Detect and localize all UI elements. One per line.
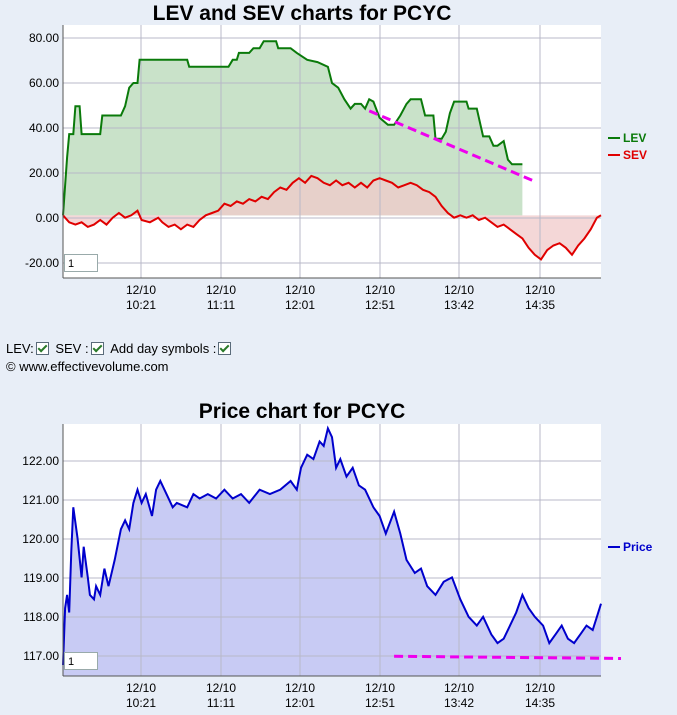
x-tick-label-date: 12/10: [444, 283, 474, 297]
x-tick-label-date: 12/10: [285, 681, 315, 695]
x-tick-label-time: 13:42: [444, 696, 474, 710]
series-line-price: [62, 425, 602, 666]
series-line-sev: [62, 174, 602, 261]
x-tick-label-time: 12:51: [365, 298, 395, 312]
y-tick-label: 117.00: [23, 649, 59, 663]
price-zoom-input[interactable]: 1: [64, 652, 98, 670]
x-tick-label-date: 12/10: [285, 283, 315, 297]
lev-label: LEV:: [6, 341, 34, 357]
lev-checkbox[interactable]: [35, 342, 49, 356]
y-tick-label: -20.00: [25, 256, 59, 270]
x-tick-label-time: 12:01: [285, 298, 315, 312]
x-tick-label-time: 11:11: [207, 696, 236, 710]
y-tick-label: 60.00: [29, 76, 59, 90]
y-tick-label: 119.00: [23, 571, 59, 585]
x-tick-label-date: 12/10: [206, 681, 236, 695]
legend-label-sev: SEV: [623, 148, 647, 162]
x-tick-label-date: 12/10: [444, 681, 474, 695]
copyright-text: © www.effectivevolume.com: [6, 359, 169, 374]
x-tick-label-time: 13:42: [444, 298, 474, 312]
x-tick-label-date: 12/10: [126, 681, 156, 695]
lev-sev-chart: 80.0060.0040.0020.000.00-20.0012/1010:21…: [25, 2, 647, 312]
lev-sev-zoom-input[interactable]: 1: [64, 254, 98, 272]
x-tick-label-date: 12/10: [525, 681, 555, 695]
chart-controls: LEV: SEV : Add day symbols :: [6, 340, 234, 356]
day-symbols-checkbox[interactable]: [218, 342, 232, 356]
x-tick-label-time: 12:01: [285, 696, 315, 710]
y-tick-label: 122.00: [22, 454, 59, 468]
x-tick-label-date: 12/10: [365, 681, 395, 695]
x-tick-label-date: 12/10: [206, 283, 236, 297]
y-tick-label: 120.00: [22, 532, 59, 546]
trendline: [368, 109, 535, 183]
trendline: [394, 654, 622, 660]
x-tick-label-date: 12/10: [525, 283, 555, 297]
legend-label-lev: LEV: [623, 131, 646, 145]
x-tick-label-time: 14:35: [525, 696, 555, 710]
sev-checkbox[interactable]: [90, 342, 104, 356]
x-tick-label-time: 10:21: [126, 696, 156, 710]
chart-title: LEV and SEV charts for PCYC: [153, 2, 452, 25]
x-tick-label-time: 10:21: [126, 298, 156, 312]
y-tick-label: 40.00: [29, 121, 59, 135]
x-tick-label-time: 12:51: [365, 696, 395, 710]
x-tick-label-time: 14:35: [525, 298, 555, 312]
day-symbols-label: Add day symbols :: [110, 341, 217, 357]
series-line-lev: [62, 40, 523, 216]
x-tick-label-date: 12/10: [365, 283, 395, 297]
x-tick-label-date: 12/10: [126, 283, 156, 297]
y-tick-label: 118.00: [23, 610, 59, 624]
legend-label-price: Price: [623, 540, 653, 554]
sev-label: SEV :: [55, 341, 89, 357]
y-tick-label: 80.00: [29, 31, 59, 45]
y-tick-label: 121.00: [22, 493, 59, 507]
y-tick-label: 0.00: [36, 211, 60, 225]
y-tick-label: 20.00: [29, 166, 59, 180]
chart-title: Price chart for PCYC: [199, 400, 406, 423]
x-tick-label-time: 11:11: [207, 298, 236, 312]
